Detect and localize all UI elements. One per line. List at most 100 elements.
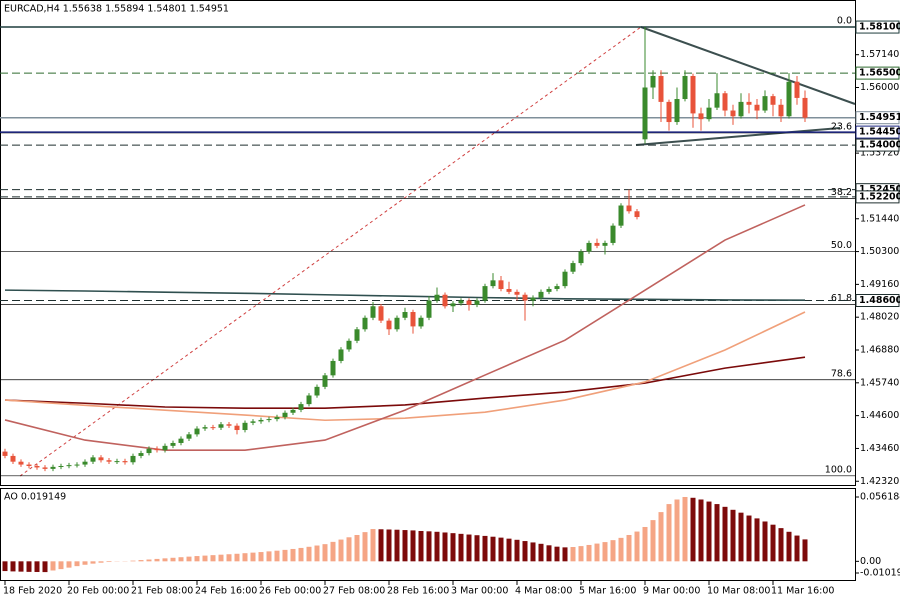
candle-body bbox=[666, 101, 672, 123]
ao-bar bbox=[706, 501, 712, 562]
candle-body bbox=[450, 303, 456, 307]
ao-bar bbox=[210, 555, 216, 562]
ao-bar bbox=[258, 552, 264, 562]
candle-body bbox=[362, 317, 368, 330]
candle-body bbox=[490, 280, 496, 287]
candle-body bbox=[658, 75, 664, 102]
candle-body bbox=[162, 445, 168, 451]
ao-bar bbox=[642, 526, 648, 562]
price-box-label: 1.54951 bbox=[859, 112, 900, 123]
ao-bar bbox=[658, 512, 664, 562]
candle-body bbox=[274, 417, 280, 420]
ao-bar bbox=[754, 518, 760, 562]
ao-bar bbox=[290, 548, 296, 562]
ao-bar bbox=[426, 531, 432, 562]
candle-body bbox=[554, 286, 560, 289]
ao-bar bbox=[370, 529, 376, 562]
candle-body bbox=[178, 438, 184, 443]
candle-body bbox=[82, 461, 88, 465]
price-box bbox=[855, 190, 900, 204]
ao-bar bbox=[346, 537, 352, 562]
ao-bar bbox=[562, 547, 568, 562]
ao-bar bbox=[170, 557, 176, 562]
ao-bar bbox=[42, 561, 48, 573]
ao-bar bbox=[722, 506, 728, 562]
price-box bbox=[855, 20, 900, 34]
candle-body bbox=[618, 205, 624, 226]
ao-bar bbox=[82, 561, 88, 565]
candle-body bbox=[2, 451, 8, 456]
candle-body bbox=[114, 461, 120, 463]
ao-bar bbox=[194, 556, 200, 562]
fib-label: 0.0 bbox=[837, 16, 852, 27]
ao-bar bbox=[650, 520, 656, 562]
ao-bar bbox=[266, 551, 272, 562]
x-tick-label: 4 Mar 08:00 bbox=[515, 586, 572, 597]
candle-body bbox=[34, 466, 40, 468]
x-tick-label: 18 Feb 2020 bbox=[3, 586, 62, 597]
candle-body bbox=[722, 93, 728, 111]
price-box-label: 1.56500 bbox=[859, 68, 900, 79]
candle-body bbox=[322, 375, 328, 387]
ao-y-tick-label: -0.010193 bbox=[860, 568, 900, 579]
candle-body bbox=[714, 93, 720, 108]
ao-bar bbox=[66, 561, 72, 568]
y-tick-label: 1.45740 bbox=[860, 377, 899, 388]
moving-average bbox=[4, 311, 806, 422]
ao-bar bbox=[514, 539, 520, 562]
price-box bbox=[855, 66, 900, 80]
candle-body bbox=[250, 421, 256, 423]
candle-body bbox=[346, 340, 352, 350]
ao-bar bbox=[602, 542, 608, 562]
candle-body bbox=[90, 457, 96, 462]
price-box-label: 1.52450 bbox=[859, 184, 900, 195]
price-box bbox=[855, 293, 900, 307]
x-tick-label: 21 Feb 08:00 bbox=[131, 586, 193, 597]
candle-body bbox=[58, 466, 64, 468]
ao-bar bbox=[202, 555, 208, 562]
fib-label: 78.6 bbox=[831, 368, 852, 379]
candle-body bbox=[546, 288, 552, 292]
ao-bar bbox=[538, 543, 544, 562]
price-box bbox=[855, 125, 900, 139]
fib-label: 38.2 bbox=[831, 187, 852, 198]
ao-bar bbox=[786, 531, 792, 562]
candle-body bbox=[370, 306, 376, 318]
fib-label: 50.0 bbox=[831, 240, 852, 251]
candle-body bbox=[210, 427, 216, 429]
candle-body bbox=[98, 457, 104, 461]
ao-bar bbox=[626, 534, 632, 562]
x-tick-label: 11 Mar 16:00 bbox=[771, 586, 834, 597]
candle-body bbox=[218, 424, 224, 428]
ao-bar bbox=[178, 557, 184, 562]
candle-body bbox=[746, 101, 752, 105]
candle-body bbox=[754, 104, 760, 111]
ao-bar bbox=[354, 534, 360, 562]
ao-bar bbox=[154, 558, 160, 562]
ao-bar bbox=[570, 547, 576, 562]
candle-body bbox=[458, 300, 464, 304]
ao-bar bbox=[138, 560, 144, 562]
candle-body bbox=[506, 288, 512, 292]
candle-body bbox=[530, 297, 536, 301]
candle-body bbox=[706, 107, 712, 120]
candle-body bbox=[306, 395, 312, 405]
ao-bar bbox=[578, 546, 584, 562]
candle-body bbox=[610, 225, 616, 243]
candle-body bbox=[402, 312, 408, 318]
candle-body bbox=[298, 404, 304, 410]
ao-bar bbox=[474, 535, 480, 562]
price-box bbox=[855, 138, 900, 152]
candle-body bbox=[730, 110, 736, 117]
price-box-label: 1.52200 bbox=[859, 191, 900, 202]
y-tick-label: 1.57140 bbox=[860, 49, 899, 60]
ao-bar bbox=[522, 541, 528, 562]
ao-bar bbox=[130, 560, 136, 562]
candle-body bbox=[282, 412, 288, 418]
candle-body bbox=[386, 320, 392, 330]
fib-trend-line bbox=[19, 26, 642, 477]
ao-bar bbox=[386, 529, 392, 562]
ao-bar bbox=[50, 561, 56, 571]
candle-body bbox=[18, 461, 24, 465]
